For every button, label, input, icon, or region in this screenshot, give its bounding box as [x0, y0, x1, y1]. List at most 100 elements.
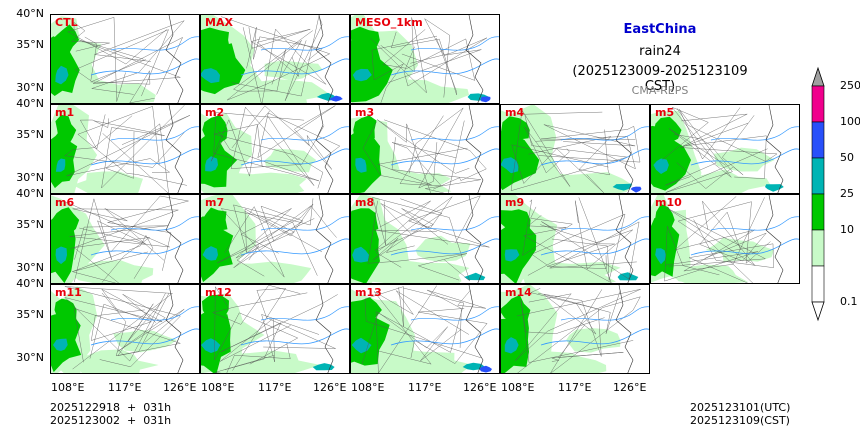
precip-light-area [513, 351, 607, 373]
map-panel-m13: m13 [350, 284, 500, 374]
province-border [372, 198, 443, 261]
coastline [165, 105, 184, 193]
map-panel-m5: m5 [650, 104, 800, 194]
precip-moderate-area [51, 207, 80, 235]
river [410, 36, 499, 51]
river [560, 126, 649, 141]
precip-heavy-area [55, 158, 66, 172]
coastline [315, 195, 334, 283]
river [110, 36, 199, 51]
panel-label: MESO_1km [355, 16, 423, 29]
lat-label: 35°N [16, 218, 44, 231]
precip-very-heavy-area [630, 186, 642, 193]
map-panel-m2: m2 [200, 104, 350, 194]
river [90, 148, 199, 166]
precip-map [501, 195, 649, 283]
lon-label: 126°E [463, 381, 497, 394]
precip-heavy-area [504, 249, 520, 262]
colorbar-level-label: 25 [840, 187, 854, 200]
province-border [220, 206, 318, 278]
precip-moderate-area [351, 208, 379, 233]
precip-light-area [657, 169, 771, 193]
lon-label: 126°E [313, 381, 347, 394]
precip-heavy-area [612, 183, 633, 191]
precip-heavy-area [201, 338, 221, 353]
province-border [515, 289, 641, 361]
province-border [384, 119, 487, 190]
panel-label: m2 [205, 106, 225, 119]
province-border [102, 123, 169, 193]
province-border [522, 199, 573, 256]
province-border [64, 289, 166, 362]
precip-heavy-area [202, 246, 218, 261]
precip-map [351, 285, 499, 373]
lon-label: 108°E [501, 381, 535, 394]
precip-light-area [673, 264, 749, 283]
coastline [315, 15, 334, 103]
precip-heavy-area [464, 272, 486, 281]
precip-map [651, 105, 799, 193]
colorbar-level-label: 250 [840, 79, 860, 92]
map-panel-m9: m9 [500, 194, 650, 284]
province-border [212, 285, 308, 325]
precip-heavy-area [312, 363, 335, 371]
precip-heavy-area [55, 65, 69, 85]
province-border [527, 200, 633, 276]
province-border [662, 106, 717, 186]
river [260, 126, 349, 141]
lat-label: 40°N [16, 97, 44, 110]
province-border [391, 31, 457, 95]
lat-label: 35°N [16, 128, 44, 141]
river [260, 216, 349, 231]
precip-light-area [67, 349, 159, 373]
province-border [392, 115, 457, 187]
river [390, 148, 499, 166]
province-border [551, 324, 624, 362]
river [710, 126, 799, 141]
river [90, 238, 199, 256]
precip-map [351, 15, 499, 103]
river [240, 148, 349, 166]
coastline [165, 195, 184, 283]
precip-moderate-area [51, 125, 78, 189]
province-border [666, 200, 767, 267]
precip-light-area [72, 260, 154, 283]
map-panel-m7: m7 [200, 194, 350, 284]
province-border [79, 36, 184, 95]
province-border [71, 21, 110, 52]
precip-map [51, 195, 199, 283]
period-title: (2025123009-2025123109 CST) [572, 64, 748, 94]
region-title: EastChina [623, 22, 697, 37]
river [560, 306, 649, 321]
colorbar-level-label: 100 [840, 115, 860, 128]
province-border [374, 290, 470, 365]
river [410, 126, 499, 141]
lon-label: 117°E [408, 381, 442, 394]
coastline [315, 285, 334, 373]
coastline [615, 285, 634, 373]
province-border [530, 288, 602, 357]
river [260, 306, 349, 321]
lat-label: 35°N [16, 308, 44, 321]
precip-moderate-area [201, 27, 230, 55]
panel-label: m1 [55, 106, 75, 119]
province-border [220, 294, 338, 370]
province-border [231, 105, 333, 170]
precip-light-area [566, 328, 621, 353]
precip-light-area [351, 348, 474, 373]
lat-label: 40°N [16, 187, 44, 200]
province-border [67, 17, 167, 102]
precip-moderate-area [351, 132, 382, 193]
precip-heavy-area [352, 68, 372, 82]
province-border [531, 213, 626, 281]
source-label: CMA-REPS [631, 84, 689, 97]
precip-moderate-area [501, 131, 540, 191]
province-border [221, 16, 331, 101]
province-border [364, 286, 482, 359]
precip-map [51, 285, 199, 373]
province-border [510, 111, 628, 191]
precip-moderate-area [55, 114, 77, 145]
province-border [257, 105, 341, 159]
province-border [367, 200, 467, 281]
province-border [361, 312, 462, 365]
